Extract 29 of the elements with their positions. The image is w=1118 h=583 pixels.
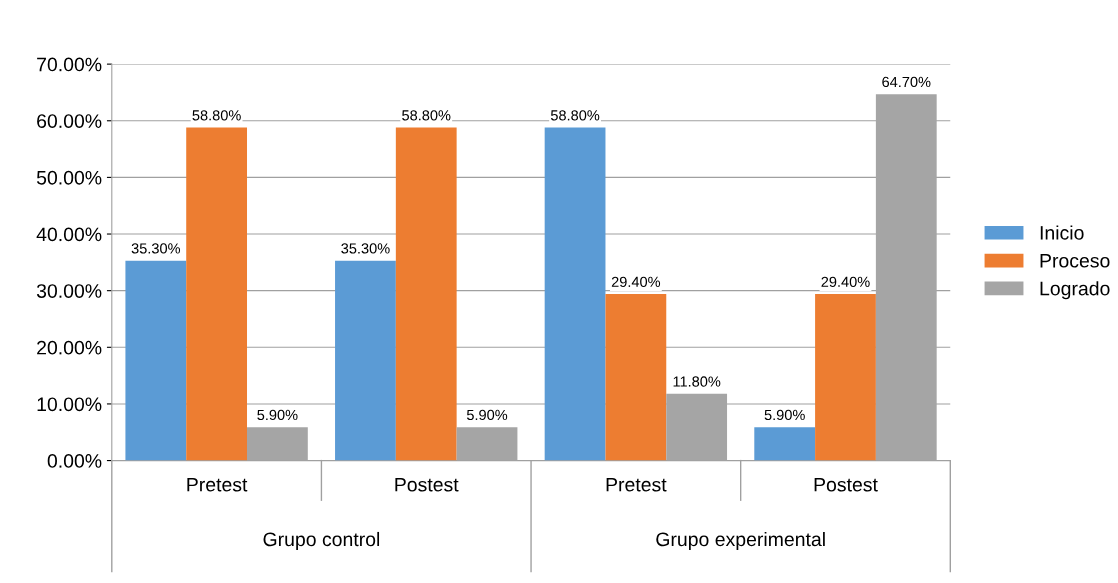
legend-label: Proceso bbox=[1040, 254, 1110, 268]
data-label: 58.80% bbox=[192, 110, 241, 121]
y-tick-label: 40.00% bbox=[36, 227, 102, 242]
legend-label: Logrado bbox=[1040, 281, 1110, 300]
y-tick-label: 10.00% bbox=[37, 397, 102, 412]
data-label: 35.30% bbox=[131, 243, 181, 254]
data-label: 58.80% bbox=[402, 110, 451, 121]
text: Grupo experimental bbox=[656, 531, 825, 551]
y-tick-label: 70.00% bbox=[37, 57, 102, 72]
data-label: 64.70% bbox=[882, 76, 931, 88]
data-label: 35.30% bbox=[341, 243, 390, 254]
data-label: 29.40% bbox=[611, 276, 661, 288]
x-tick-label: Postest bbox=[814, 477, 878, 492]
data-label: 5.90% bbox=[257, 409, 298, 421]
data-label: 58.80% bbox=[550, 110, 600, 121]
data-label: 5.90% bbox=[466, 409, 508, 421]
data-label: 11.80% bbox=[673, 376, 721, 387]
data-label: 29.40% bbox=[821, 276, 870, 288]
x-tick-label: Pretest bbox=[606, 477, 667, 492]
y-tick-label: 0.00% bbox=[47, 454, 102, 468]
x-tick-label: Postest bbox=[395, 477, 459, 492]
y-tick-label: 20.00% bbox=[37, 340, 102, 355]
y-tick-label: 60.00% bbox=[37, 114, 102, 128]
legend-label: Inicio bbox=[1040, 225, 1084, 240]
text: Grupo control bbox=[263, 531, 380, 551]
x-tick-label: Pretest bbox=[187, 477, 248, 492]
y-tick-label: 30.00% bbox=[36, 284, 102, 298]
data-label: 5.90% bbox=[764, 409, 805, 421]
y-tick-label: 50.00% bbox=[36, 170, 102, 185]
